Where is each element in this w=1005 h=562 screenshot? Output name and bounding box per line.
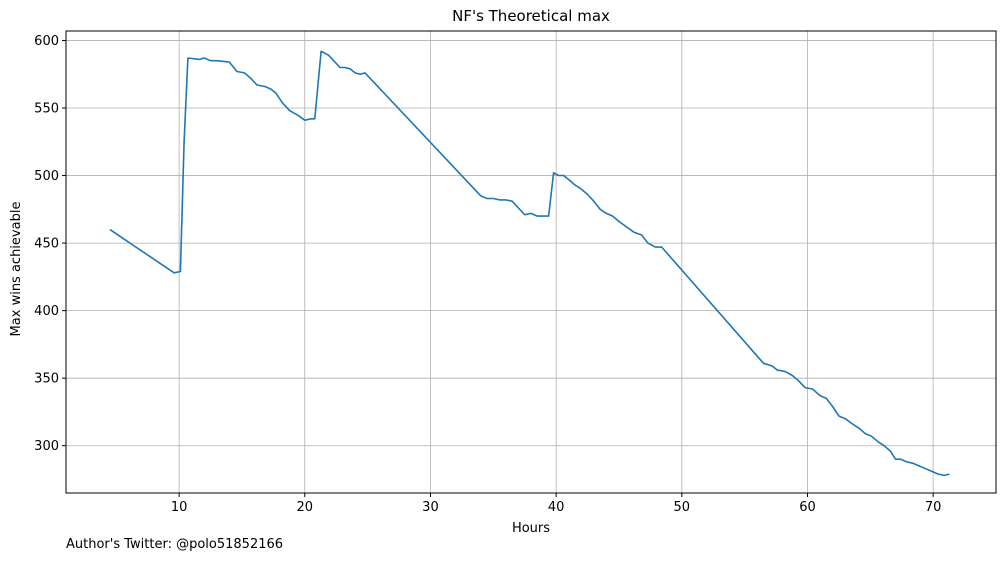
x-axis-ticks: 10 20 30 40 50 60 70 xyxy=(171,493,942,515)
y-axis-label: Max wins achievable xyxy=(9,202,24,337)
series-line xyxy=(109,50,950,477)
author-credit: Author's Twitter: @polo51852166 xyxy=(66,537,284,552)
y-tick-label: 350 xyxy=(34,372,59,387)
y-axis-ticks: 300 350 400 450 500 550 600 xyxy=(34,34,66,454)
x-tick-label: 60 xyxy=(799,500,816,515)
plot-frame xyxy=(65,30,997,494)
x-tick-label: 30 xyxy=(422,500,439,515)
y-tick-label: 600 xyxy=(34,34,59,49)
grid-lines xyxy=(66,31,996,493)
x-tick-label: 70 xyxy=(925,500,942,515)
y-tick-label: 550 xyxy=(34,102,59,117)
y-tick-label: 300 xyxy=(34,439,59,454)
x-tick-label: 40 xyxy=(548,500,565,515)
x-tick-label: 10 xyxy=(171,500,188,515)
y-tick-label: 400 xyxy=(34,304,59,319)
x-axis-label: Hours xyxy=(512,521,550,536)
chart-title: NF's Theoretical max xyxy=(452,7,610,25)
x-tick-label: 50 xyxy=(674,500,691,515)
y-tick-label: 500 xyxy=(34,169,59,184)
x-tick-label: 20 xyxy=(297,500,314,515)
y-tick-label: 450 xyxy=(34,237,59,252)
